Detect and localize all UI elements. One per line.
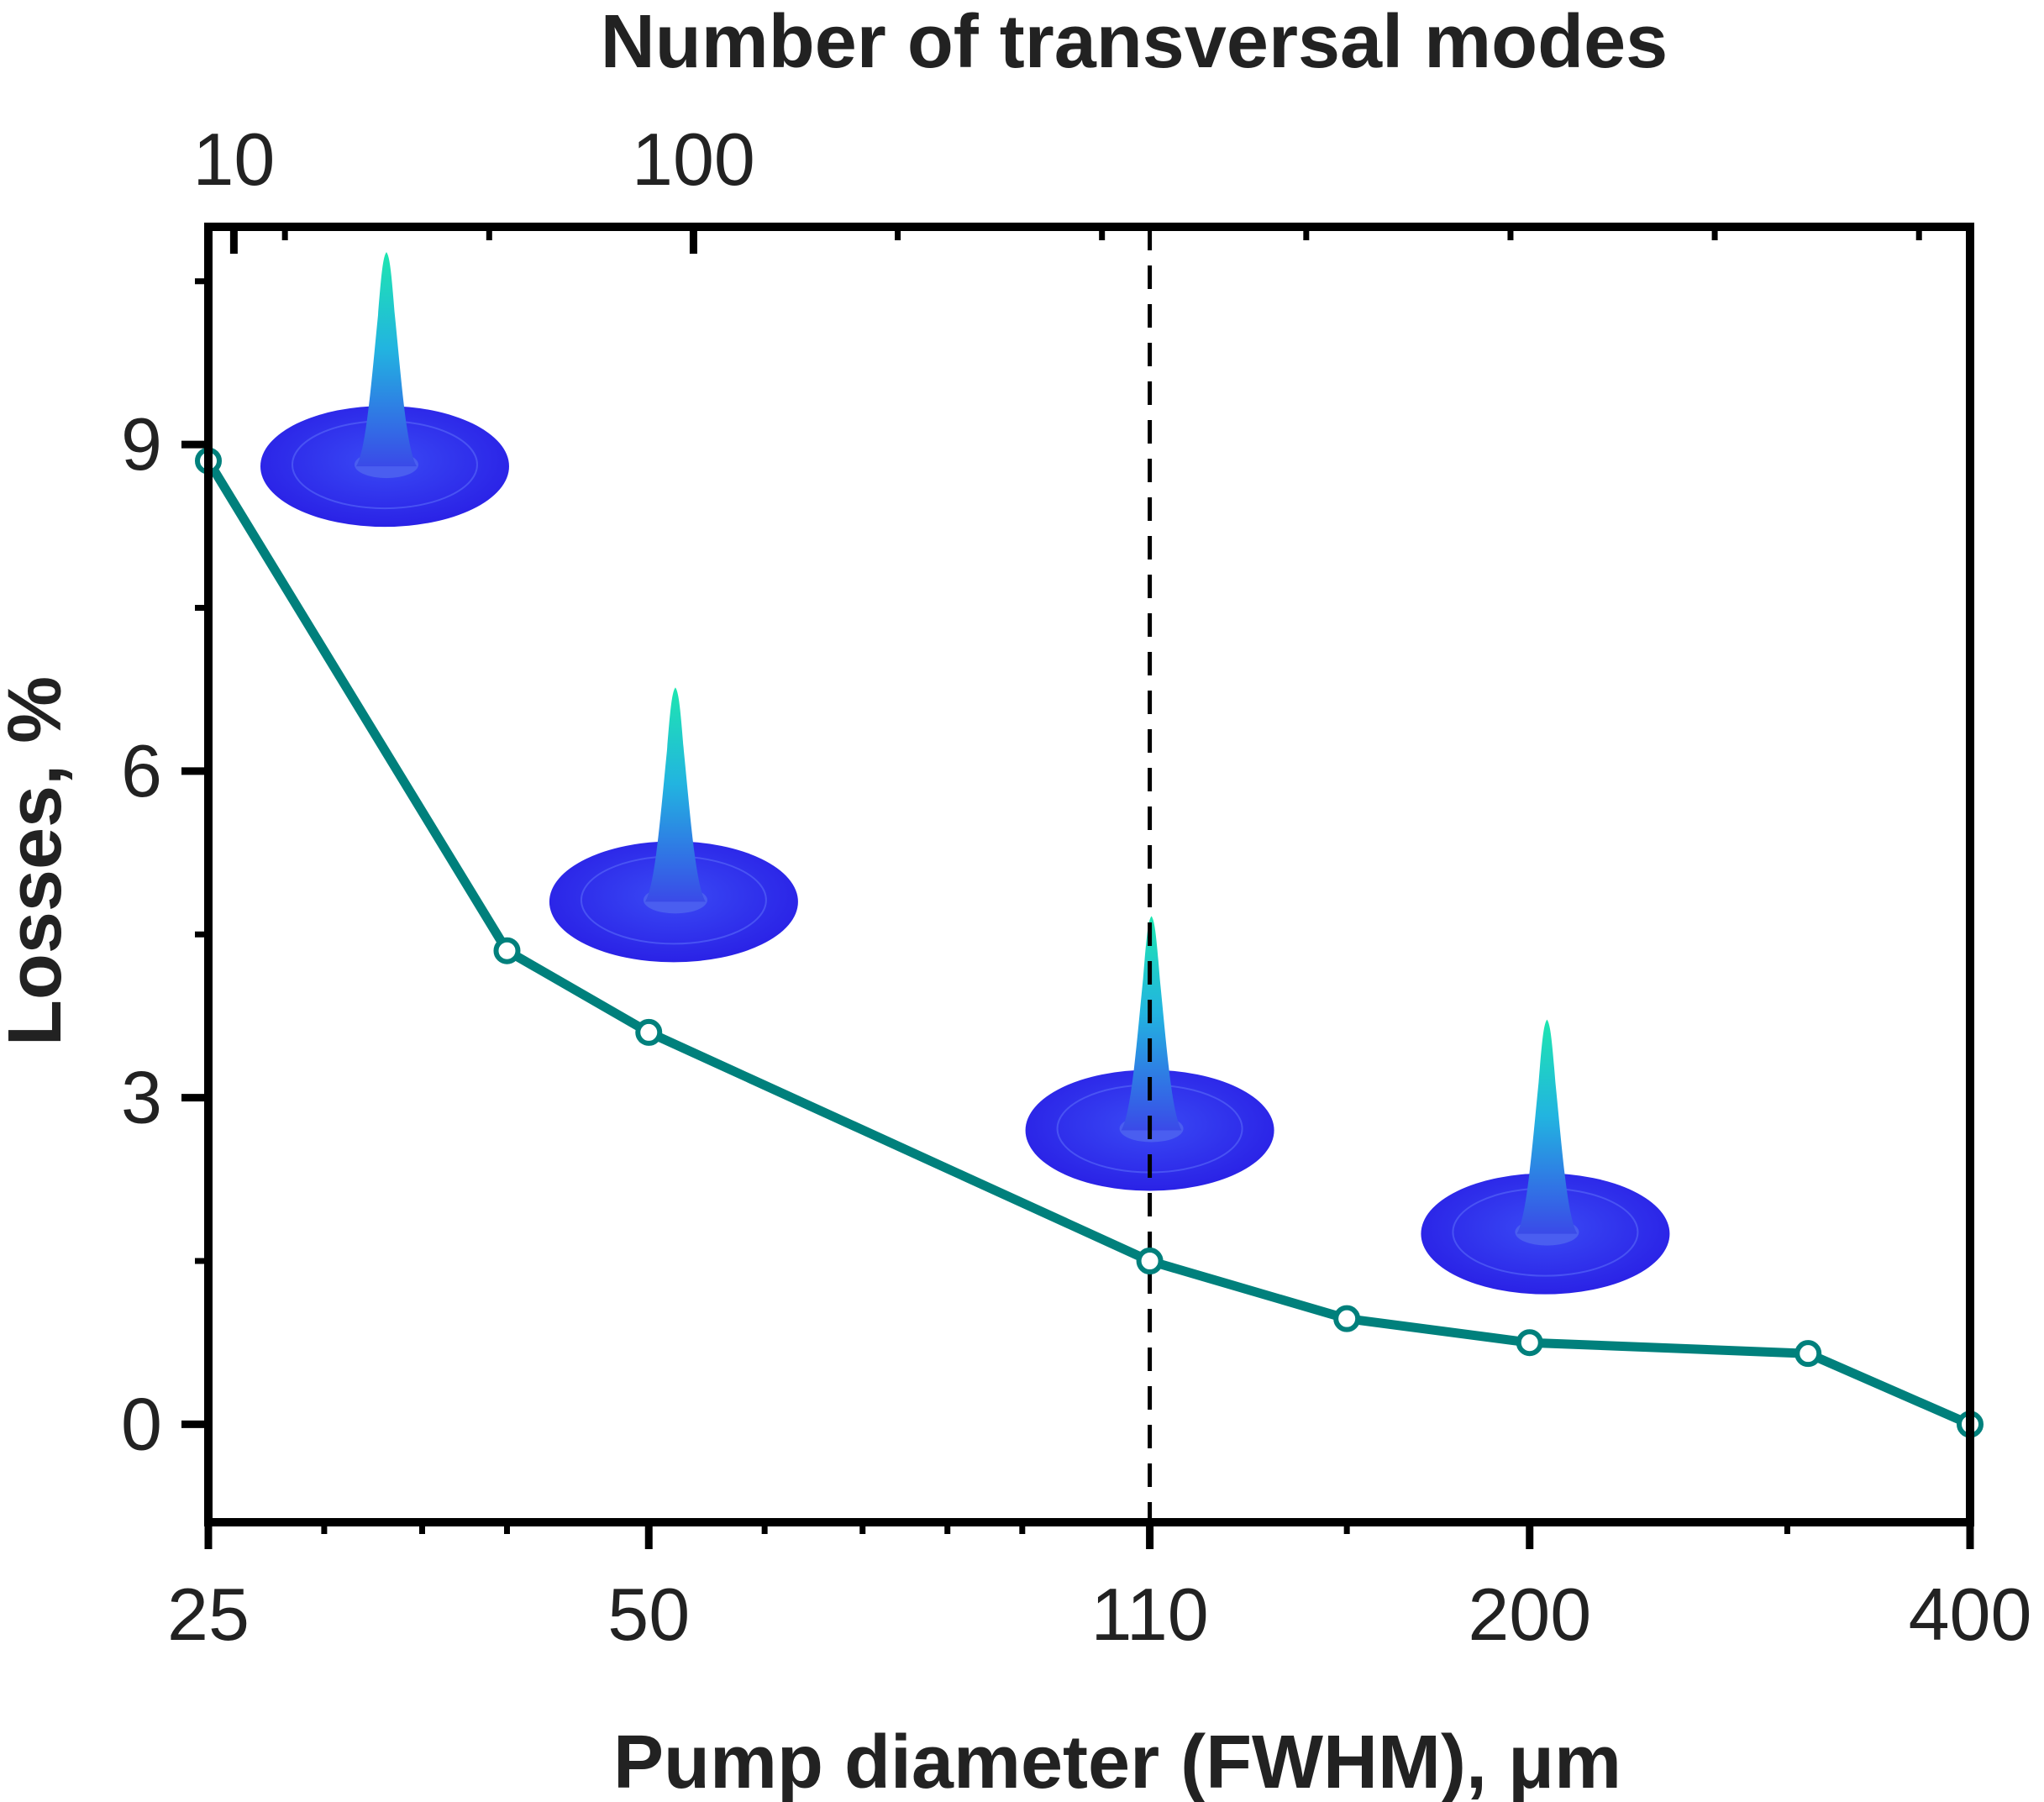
mode-profile-inset bbox=[1421, 1019, 1670, 1295]
y-axis-title: Losses, % bbox=[0, 676, 77, 1046]
y-tick-label: 0 bbox=[121, 1382, 162, 1465]
x-axis-title: Pump diameter (FWHM), μm bbox=[613, 1721, 1621, 1802]
x2-tick-label: 10 bbox=[192, 118, 275, 201]
data-point bbox=[1333, 1305, 1361, 1332]
series-line bbox=[203, 456, 1975, 1429]
mode-peak bbox=[1121, 916, 1182, 1131]
y-tick-label: 6 bbox=[121, 729, 162, 812]
x-tick-label: 50 bbox=[607, 1573, 690, 1656]
series-markers bbox=[195, 447, 1984, 1438]
y-tick-label: 3 bbox=[121, 1056, 162, 1139]
data-point bbox=[635, 1018, 663, 1046]
x2-tick-label: 100 bbox=[632, 118, 755, 201]
mode-peak bbox=[355, 252, 417, 467]
data-point bbox=[493, 937, 521, 964]
x-tick-label: 400 bbox=[1909, 1573, 2032, 1656]
data-point bbox=[1136, 1248, 1164, 1275]
mode-profile-insets bbox=[260, 252, 1670, 1295]
data-point bbox=[1794, 1340, 1822, 1368]
axis-ticks bbox=[181, 227, 1974, 1549]
mode-peak bbox=[644, 687, 706, 902]
mode-profile-inset bbox=[260, 252, 509, 528]
tick-labels: 25 50 110 200 400 10 100 0 3 6 9 bbox=[121, 118, 2031, 1656]
x2-axis-title: Number of transversal modes bbox=[601, 0, 1668, 84]
mode-peak bbox=[1516, 1019, 1578, 1234]
mode-profile-inset bbox=[549, 687, 798, 963]
data-point bbox=[1516, 1329, 1543, 1357]
x-tick-label: 25 bbox=[167, 1573, 250, 1656]
x-tick-label: 110 bbox=[1090, 1573, 1208, 1656]
y-tick-label: 9 bbox=[121, 402, 162, 486]
plot-frame bbox=[204, 223, 1974, 1526]
x-tick-label: 200 bbox=[1468, 1573, 1591, 1656]
